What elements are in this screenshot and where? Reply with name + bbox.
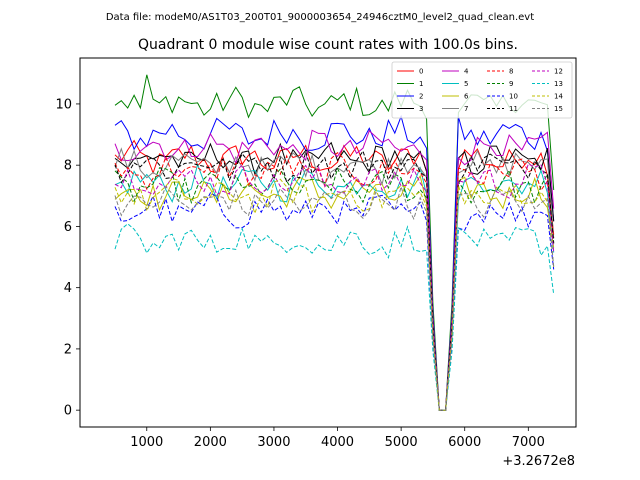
y-tick-label: 4: [64, 281, 72, 296]
legend-label: 7: [464, 105, 468, 113]
series-line-10: [114, 192, 555, 411]
chart-title: Quadrant 0 module wise count rates with …: [138, 37, 518, 53]
series-line-6: [114, 174, 555, 411]
legend-label: 12: [554, 68, 563, 76]
legend-label: 2: [419, 93, 423, 101]
legend-label: 13: [554, 80, 563, 88]
legend-label: 0: [419, 68, 423, 76]
x-tick-label: 7000: [512, 435, 545, 450]
y-tick-label: 10: [55, 97, 72, 112]
legend-label: 5: [464, 80, 468, 88]
x-tick-label: 4000: [321, 435, 354, 450]
legend-label: 10: [509, 93, 518, 101]
legend-label: 6: [464, 93, 469, 101]
legend-label: 3: [419, 105, 423, 113]
plot-frame: [79, 57, 577, 428]
series-layer: [114, 74, 555, 411]
y-tick-label: 0: [64, 404, 72, 419]
y-tick-label: 8: [64, 159, 72, 174]
series-line-7: [114, 147, 555, 411]
legend-label: 14: [554, 93, 563, 101]
series-line-2: [114, 114, 555, 411]
legend-box: [391, 61, 573, 119]
legend-label: 11: [509, 105, 518, 113]
x-offset-label: +3.2672e8: [502, 454, 575, 469]
legend-label: 8: [509, 68, 513, 76]
x-tick-label: 1000: [130, 435, 163, 450]
series-line-4: [114, 129, 555, 411]
series-line-12: [114, 163, 555, 411]
x-tick-label: 2000: [194, 435, 227, 450]
x-tick-label: 6000: [448, 435, 481, 450]
y-tick-label: 6: [64, 220, 72, 235]
legend-label: 15: [554, 105, 563, 113]
series-line-14: [114, 177, 555, 411]
axes-layer: 1000 2000 3000 4000 5000 6000 7000 0 2 4 6 8 10: [55, 97, 544, 450]
y-tick-label: 2: [64, 342, 72, 357]
figure-suptitle: Data file: modeM0/AS1T03_200T01_90000036…: [106, 12, 534, 23]
series-line-8: [114, 152, 555, 411]
series-line-13: [114, 223, 555, 411]
series-line-15: [114, 185, 555, 411]
legend-label: 1: [419, 80, 423, 88]
x-tick-label: 3000: [257, 435, 290, 450]
legend-label: 4: [464, 68, 469, 76]
series-line-1: [114, 74, 555, 411]
legend-label: 9: [509, 80, 513, 88]
series-line-9: [114, 167, 555, 411]
series-line-0: [114, 139, 555, 411]
series-line-3: [114, 141, 555, 411]
x-tick-label: 5000: [385, 435, 418, 450]
